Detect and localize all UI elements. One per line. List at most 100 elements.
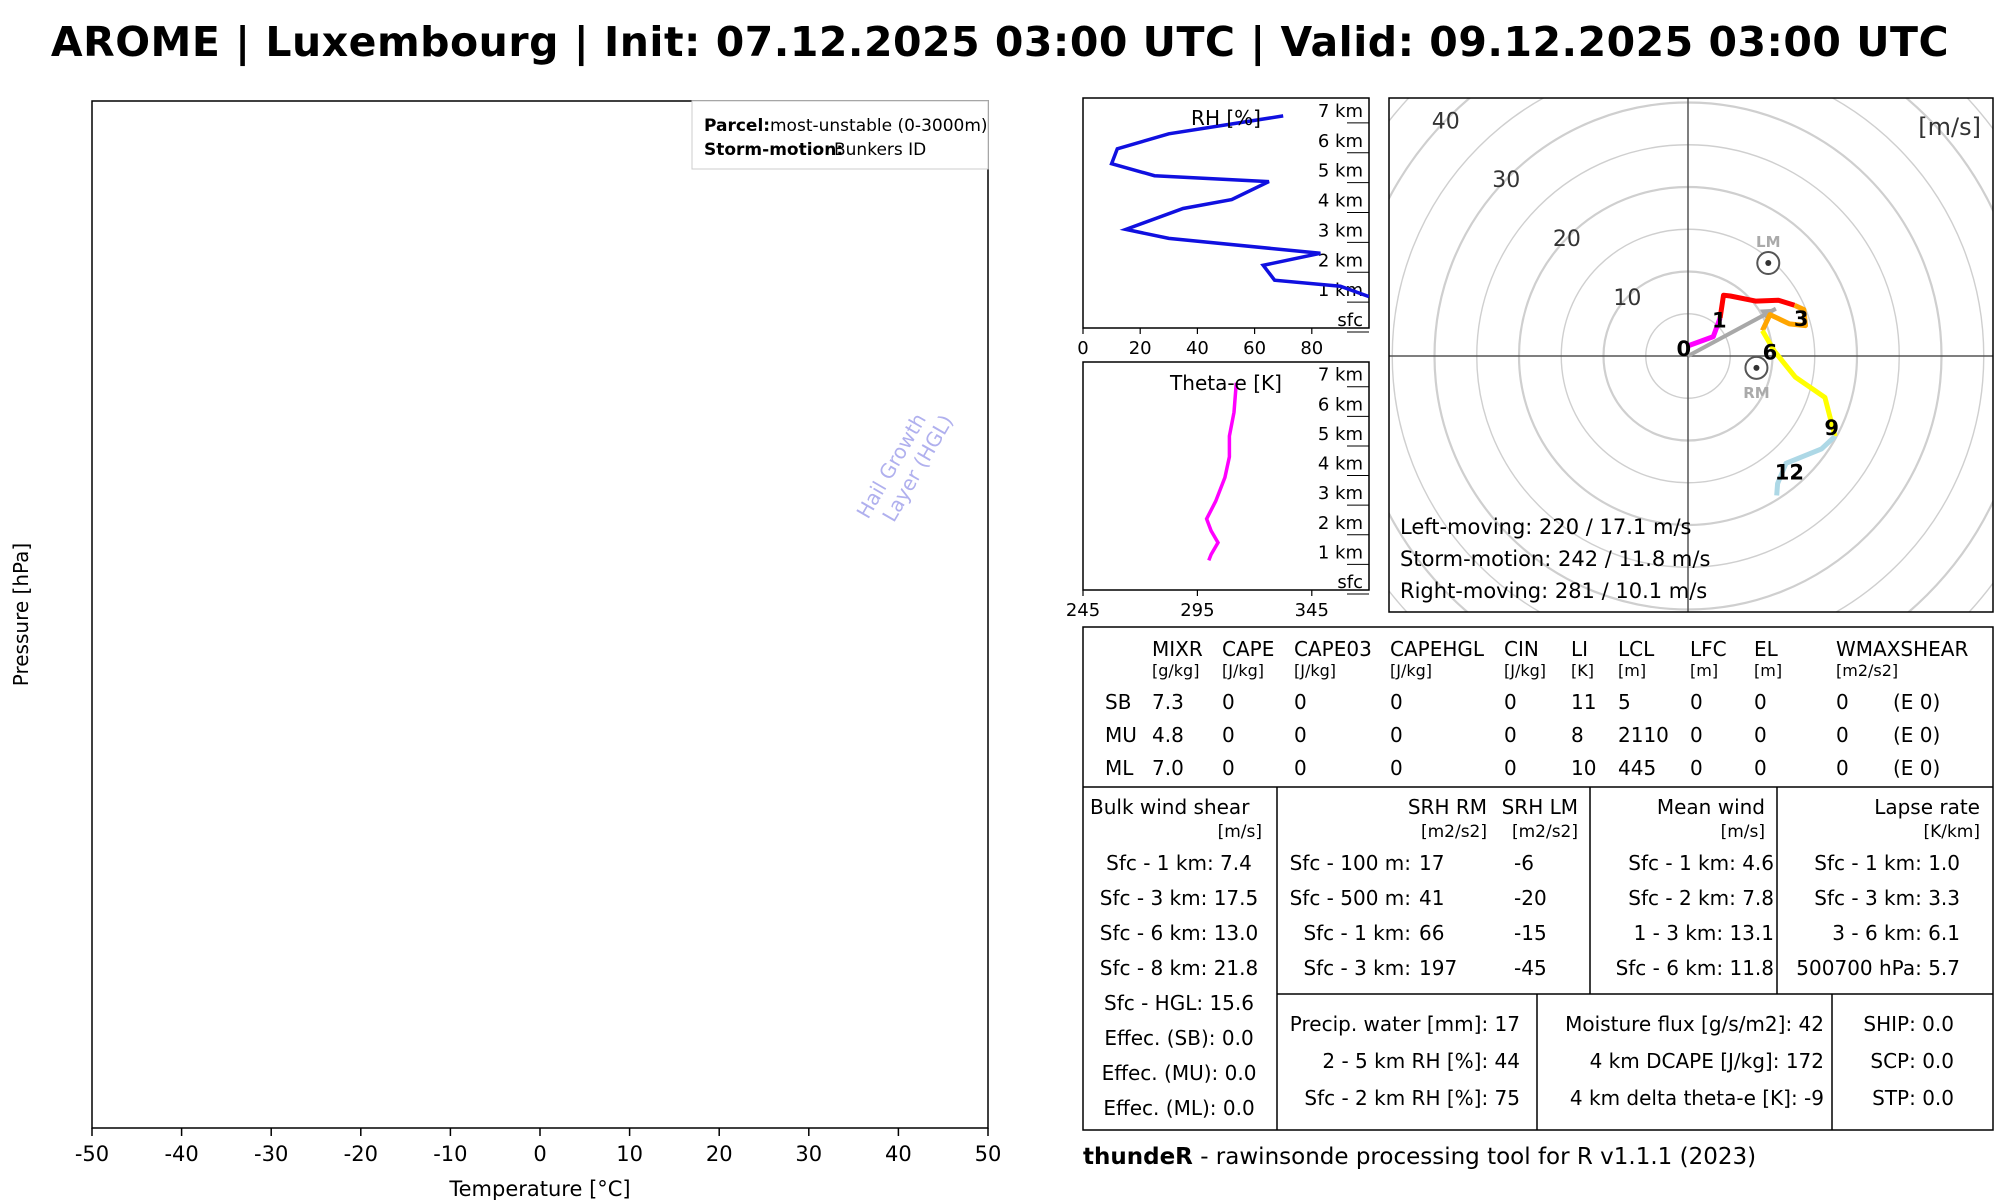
theta-e-profile-level-label: 3 km [1318, 483, 1363, 504]
indices-unit: [J/kg] [1222, 661, 1264, 680]
srh-rm: 17 [1419, 851, 1444, 875]
srh-row-label: Sfc - 500 m: [1290, 886, 1411, 910]
hodograph-km-label: 6 [1763, 341, 1778, 365]
rh-profile-level-label: 5 km [1318, 161, 1363, 182]
indices-table-frame [1082, 626, 1994, 1131]
lapse-rate-row: 3 - 6 km: 6.1 [1832, 921, 1960, 945]
hodograph-ring-label: 10 [1613, 286, 1641, 311]
legend-storm-label: Storm-motion: [704, 140, 843, 160]
moisture-flux-row: 4 km delta theta-e [K]: -9 [1570, 1086, 1824, 1110]
theta-e-profile-x-tick-label: 245 [1066, 600, 1100, 621]
bulk-shear-title: Bulk wind shear [1090, 795, 1250, 819]
indices-cell: 0 [1222, 723, 1235, 747]
hodograph-km-label: 0 [1676, 337, 1691, 361]
bulk-shear-row: Sfc - 3 km: 17.5 [1100, 886, 1258, 910]
x-tick-label: -50 [75, 1142, 109, 1166]
indices-unit: [J/kg] [1294, 661, 1336, 680]
kinematic-table-group: Bulk wind shear [m/s] Sfc - 1 km: 7.4 Sfc -… [1083, 786, 1993, 1130]
theta-e-profile-level-label: 5 km [1318, 424, 1363, 445]
indices-unit: [J/kg] [1504, 661, 1546, 680]
lapse-rate-unit: [K/km] [1923, 822, 1980, 842]
bulk-shear-row: Effec. (MU): 0.0 [1102, 1061, 1257, 1085]
x-tick-label: 10 [616, 1142, 643, 1166]
indices-header: LCL [1618, 637, 1655, 661]
hodograph-ring-label: 30 [1492, 168, 1520, 193]
x-tick-label: 40 [885, 1142, 912, 1166]
x-tick-label: 20 [706, 1142, 733, 1166]
indices-cell: 0 [1294, 723, 1307, 747]
lapse-rate-title: Lapse rate [1874, 795, 1980, 819]
indices-header: CIN [1504, 637, 1539, 661]
theta-e-profile-x-tick-label: 345 [1295, 600, 1329, 621]
indices-unit: [m] [1754, 661, 1782, 680]
mean-wind-row: Sfc - 2 km: 7.8 [1628, 886, 1774, 910]
indices-header: MIXR [1152, 637, 1203, 661]
rh-profile-level-label: 7 km [1318, 101, 1363, 122]
footer-credit: thundeR - rawinsonde processing tool for… [1083, 1144, 2000, 1170]
theta-e-profile-level-label: 4 km [1318, 454, 1363, 475]
rh-profile-x-tick-label: 0 [1077, 338, 1088, 359]
mean-wind-unit: [m/s] [1721, 822, 1765, 842]
srh-lm: -20 [1514, 886, 1547, 910]
indices-cell: 0 [1754, 690, 1767, 714]
indices-unit: [J/kg] [1390, 661, 1432, 680]
hodograph-stat: Left-moving: 220 / 17.1 m/s [1400, 515, 1691, 539]
x-tick-label: -20 [344, 1142, 378, 1166]
srh-rm: 197 [1419, 956, 1457, 980]
mean-wind-row: 1 - 3 km: 13.1 [1634, 921, 1774, 945]
indices-extra: (E 0) [1893, 756, 1940, 780]
indices-cell: 0 [1390, 690, 1403, 714]
srh-unit: [m2/s2] [1421, 822, 1487, 842]
indices-cell: 0 [1690, 690, 1703, 714]
indices-unit: [g/kg] [1152, 661, 1199, 680]
indices-cell: 0 [1294, 690, 1307, 714]
theta-e-profile-level-label: 1 km [1318, 542, 1363, 563]
indices-header: LFC [1690, 637, 1727, 661]
theta-e-profile-line [1204, 382, 1239, 562]
hodograph-frame [1388, 97, 1994, 613]
rh-profile-line [1109, 114, 1369, 299]
indices-cell: 0 [1504, 723, 1517, 747]
srh-row-label: Sfc - 3 km: [1303, 956, 1411, 980]
footer-text: - rawinsonde processing tool for R v1.1.… [1192, 1144, 1757, 1170]
mean-wind-row: Sfc - 6 km: 11.8 [1616, 956, 1774, 980]
rh-profile-x-tick-label: 40 [1186, 338, 1209, 359]
bulk-shear-row: Effec. (SB): 0.0 [1104, 1026, 1253, 1050]
hodograph-segment [1760, 303, 1808, 332]
indices-cell: 0 [1222, 756, 1235, 780]
skewt-frame [91, 100, 989, 1129]
x-tick-label: 30 [795, 1142, 822, 1166]
indices-cell: 0 [1836, 723, 1849, 747]
indices-cell: 0 [1390, 723, 1403, 747]
indices-cell: 0 [1504, 756, 1517, 780]
indices-cell: 7.3 [1152, 690, 1184, 714]
rh-profile-level-label: 6 km [1318, 131, 1363, 152]
hodograph-unit-label: [m/s] [1918, 113, 1981, 141]
theta-e-profile-title: Theta-e [K] [1169, 371, 1282, 395]
indices-header: CAPE [1222, 637, 1274, 661]
srh-unit: [m2/s2] [1512, 822, 1578, 842]
mean-wind-row: Sfc - 1 km: 4.6 [1628, 851, 1774, 875]
x-tick-label: -40 [164, 1142, 198, 1166]
indices-header: EL [1754, 637, 1779, 661]
indices-cell: 2110 [1618, 723, 1669, 747]
srh-rm: 66 [1419, 921, 1444, 945]
x-axis-label: Temperature [°C] [448, 1177, 630, 1200]
indices-cell: 0 [1222, 690, 1235, 714]
y-axis-label: Pressure [hPa] [9, 543, 33, 686]
hodograph-ring-label: 40 [1432, 109, 1460, 134]
page-title: AROME | Luxembourg | Init: 07.12.2025 03… [50, 18, 1950, 66]
hodograph-km-label: 9 [1824, 416, 1839, 440]
hodograph-area: 10 20 30 40 [m/s] LM RM 01 36 9 12 Left-moving: 220… [1389, 98, 1993, 612]
rh-profile-level-label: 2 km [1318, 250, 1363, 271]
indices-row-label: ML [1105, 756, 1134, 780]
rh-profile-level-label: sfc [1337, 310, 1363, 331]
rh-profile-level-label: 3 km [1318, 220, 1363, 241]
indices-header: LI [1571, 637, 1588, 661]
theta-e-profile-level-label: 2 km [1318, 513, 1363, 534]
moisture-flux-row: Moisture flux [g/s/m2]: 42 [1565, 1012, 1824, 1036]
srh-header: SRH RM [1408, 795, 1487, 819]
